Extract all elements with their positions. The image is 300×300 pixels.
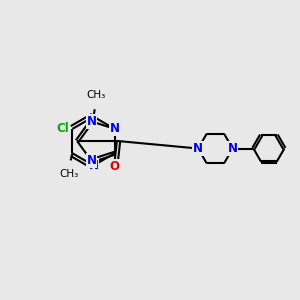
Text: N: N <box>88 159 98 172</box>
Text: N: N <box>228 142 238 155</box>
Text: N: N <box>86 154 97 167</box>
Text: CH₃: CH₃ <box>86 90 106 100</box>
Text: Cl: Cl <box>56 122 69 135</box>
Text: O: O <box>110 160 120 172</box>
Text: N: N <box>193 142 203 155</box>
Text: N: N <box>110 122 120 135</box>
Text: CH₃: CH₃ <box>59 169 79 179</box>
Text: N: N <box>86 115 97 128</box>
